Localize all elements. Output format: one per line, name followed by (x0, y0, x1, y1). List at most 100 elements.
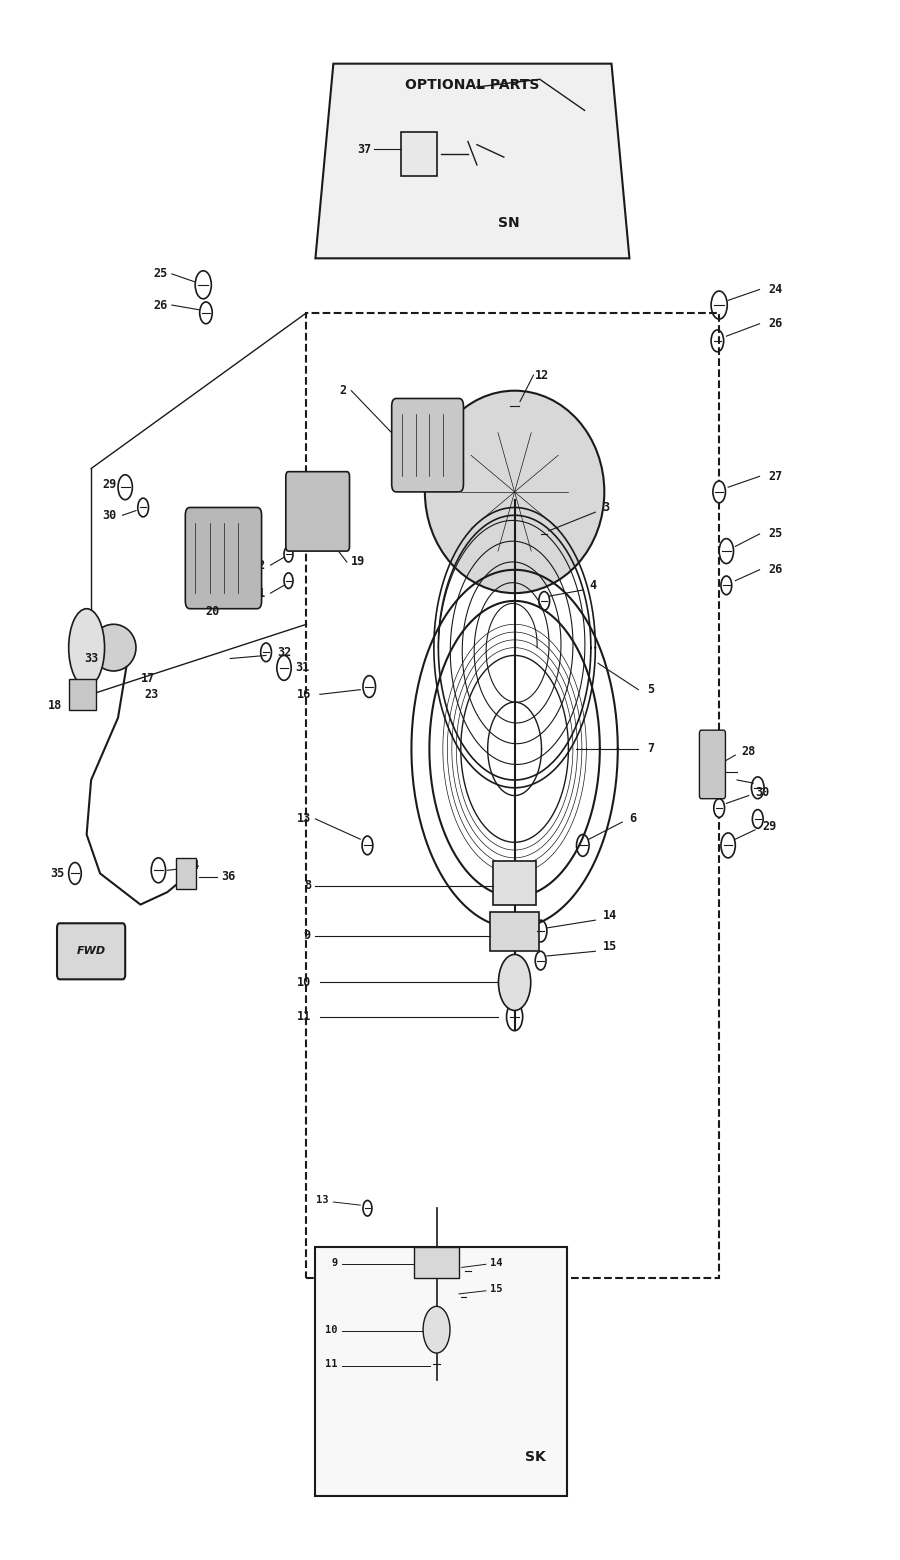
Text: 30: 30 (755, 786, 770, 799)
Text: 20: 20 (205, 605, 220, 618)
Circle shape (363, 675, 375, 697)
Circle shape (261, 643, 272, 661)
Text: 7: 7 (647, 743, 654, 755)
Text: 9: 9 (304, 930, 310, 942)
Text: 22: 22 (252, 558, 266, 571)
Circle shape (577, 835, 590, 856)
Text: 36: 36 (221, 870, 236, 883)
FancyBboxPatch shape (57, 924, 125, 980)
Circle shape (118, 474, 132, 499)
Circle shape (535, 920, 547, 942)
Circle shape (277, 655, 292, 680)
Text: 16: 16 (297, 688, 310, 700)
Text: 34: 34 (185, 860, 200, 872)
Text: 24: 24 (769, 282, 783, 296)
Text: 14: 14 (602, 909, 616, 922)
Circle shape (200, 303, 212, 324)
Text: 4: 4 (590, 579, 596, 591)
Text: 13: 13 (297, 813, 310, 825)
FancyBboxPatch shape (699, 730, 725, 799)
Text: SN: SN (498, 215, 519, 229)
Circle shape (284, 546, 293, 562)
Circle shape (539, 524, 550, 543)
Text: 10: 10 (325, 1324, 338, 1335)
Bar (176, 858, 196, 889)
Circle shape (711, 292, 727, 320)
FancyBboxPatch shape (392, 398, 464, 491)
Circle shape (195, 271, 212, 300)
Text: FWD: FWD (76, 947, 105, 956)
Text: 33: 33 (84, 652, 98, 665)
Text: 18: 18 (49, 699, 62, 711)
Circle shape (460, 1290, 467, 1303)
Text: 9: 9 (331, 1257, 338, 1268)
Text: 37: 37 (357, 144, 372, 156)
Text: 8: 8 (304, 880, 310, 892)
Circle shape (430, 1353, 443, 1374)
Text: OPTIONAL PARTS: OPTIONAL PARTS (405, 78, 540, 92)
Bar (400, 133, 436, 176)
Text: 11: 11 (297, 1011, 310, 1023)
Bar (306, 314, 719, 1278)
Text: 6: 6 (629, 813, 636, 825)
Text: 28: 28 (742, 746, 756, 758)
Circle shape (752, 777, 764, 799)
Circle shape (138, 498, 148, 516)
Text: 17: 17 (140, 672, 155, 685)
Ellipse shape (68, 608, 104, 686)
Text: SK: SK (525, 1451, 545, 1465)
Text: 30: 30 (102, 509, 116, 521)
Circle shape (68, 863, 81, 885)
Text: 5: 5 (647, 683, 654, 696)
Bar (68, 679, 95, 710)
FancyBboxPatch shape (286, 471, 349, 551)
Text: 19: 19 (351, 555, 365, 568)
Circle shape (499, 955, 531, 1011)
Text: 13: 13 (317, 1195, 328, 1206)
Text: 26: 26 (769, 563, 783, 576)
Text: 14: 14 (491, 1257, 503, 1268)
Bar (491, 913, 539, 952)
Text: 29: 29 (102, 477, 116, 491)
Text: 27: 27 (769, 470, 783, 484)
Circle shape (508, 393, 522, 418)
Text: 15: 15 (602, 941, 616, 953)
Circle shape (706, 758, 718, 780)
Circle shape (714, 799, 724, 817)
Bar (493, 861, 536, 905)
Circle shape (362, 836, 373, 855)
Text: 26: 26 (153, 298, 167, 312)
Text: 26: 26 (769, 317, 783, 331)
Circle shape (284, 573, 293, 588)
Bar (414, 1246, 459, 1278)
FancyBboxPatch shape (185, 507, 262, 608)
Text: 35: 35 (50, 867, 64, 880)
Circle shape (721, 576, 732, 594)
Text: 10: 10 (297, 977, 310, 989)
Text: 29: 29 (762, 821, 777, 833)
Circle shape (713, 480, 725, 502)
Circle shape (536, 952, 546, 970)
Text: 32: 32 (278, 646, 292, 658)
Text: 23: 23 (144, 688, 158, 700)
Circle shape (752, 810, 763, 828)
Circle shape (423, 1306, 450, 1353)
Circle shape (151, 858, 166, 883)
Circle shape (721, 833, 735, 858)
Text: 3: 3 (602, 501, 609, 513)
Text: 15: 15 (491, 1284, 503, 1295)
Circle shape (539, 591, 550, 610)
Bar (315, 1246, 567, 1496)
Text: 21: 21 (252, 587, 266, 599)
Ellipse shape (425, 390, 604, 593)
Text: 11: 11 (325, 1359, 338, 1370)
Circle shape (507, 1003, 523, 1031)
Text: 12: 12 (536, 368, 550, 382)
Text: 31: 31 (296, 661, 310, 674)
Circle shape (363, 1201, 372, 1217)
Text: 2: 2 (339, 384, 346, 398)
Circle shape (719, 538, 733, 563)
Ellipse shape (91, 624, 136, 671)
Circle shape (464, 1262, 472, 1278)
Text: 25: 25 (769, 527, 783, 540)
